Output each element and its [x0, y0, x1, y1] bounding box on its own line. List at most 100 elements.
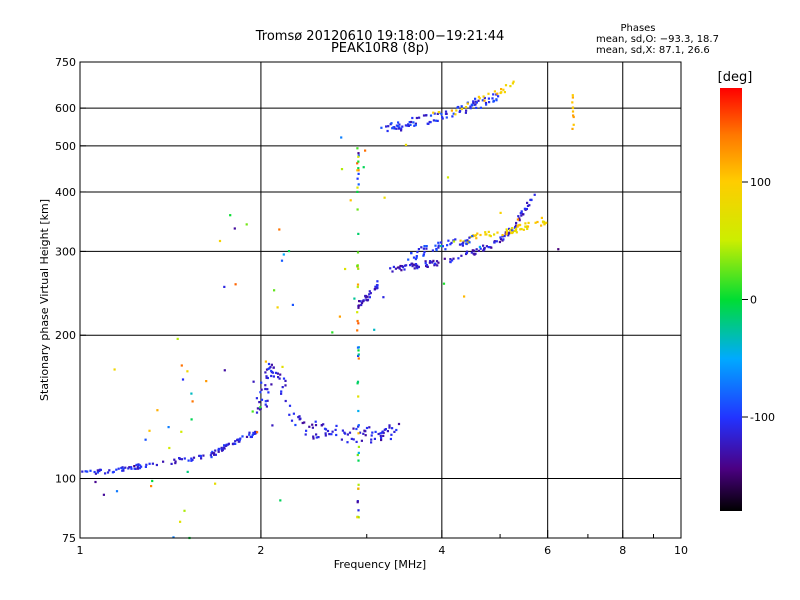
- echo-point: [455, 109, 458, 112]
- echo-point: [217, 447, 220, 450]
- echo-point: [475, 106, 478, 109]
- echo-point: [340, 168, 344, 171]
- echo-point: [503, 91, 506, 94]
- echo-point: [288, 413, 291, 416]
- echo-point: [292, 412, 295, 415]
- echo-point: [360, 303, 363, 307]
- echo-point: [436, 119, 439, 122]
- echo-point: [571, 127, 574, 130]
- echo-point: [485, 245, 488, 248]
- echo-point: [490, 246, 493, 249]
- echo-point: [317, 436, 320, 439]
- echo-point: [356, 285, 359, 289]
- echo-point: [444, 248, 447, 251]
- echo-point: [396, 266, 400, 269]
- echo-point: [475, 248, 478, 251]
- echo-point: [198, 454, 201, 457]
- echo-point: [397, 127, 401, 130]
- echo-point: [156, 409, 159, 412]
- echo-point: [430, 261, 433, 264]
- echo-point: [359, 431, 362, 434]
- echo-point: [491, 97, 494, 100]
- echo-point: [331, 430, 334, 433]
- echo-point: [454, 113, 457, 116]
- echo-point: [340, 136, 343, 139]
- echo-point: [284, 384, 287, 387]
- echo-point: [571, 94, 574, 97]
- echo-point: [328, 433, 331, 436]
- echo-point: [433, 262, 436, 265]
- echo-point: [148, 429, 151, 432]
- echo-point: [265, 368, 269, 371]
- echo-point: [465, 251, 468, 254]
- echo-point: [516, 225, 519, 228]
- echo-point: [365, 426, 369, 430]
- echo-point: [423, 251, 426, 254]
- echo-point: [383, 196, 386, 199]
- echo-point: [406, 124, 409, 127]
- y-tick-label: 400: [55, 186, 76, 199]
- echo-point: [452, 257, 455, 260]
- echo-point: [360, 439, 363, 442]
- echo-point: [288, 404, 292, 407]
- echo-point: [357, 353, 360, 356]
- echo-point: [128, 466, 131, 469]
- echo-point: [381, 430, 384, 433]
- echo-point: [434, 244, 437, 247]
- echo-point: [482, 95, 485, 98]
- echo-point: [255, 397, 258, 400]
- echo-point: [256, 407, 259, 410]
- echo-point: [398, 126, 401, 129]
- echo-point: [308, 425, 311, 428]
- echo-point: [392, 126, 395, 129]
- echo-point: [181, 378, 185, 381]
- echo-point: [492, 100, 495, 103]
- echo-point: [388, 426, 391, 429]
- echo-point: [138, 464, 142, 467]
- echo-point: [454, 238, 457, 241]
- echo-point: [301, 421, 304, 425]
- echo-point: [441, 245, 444, 248]
- echo-point: [557, 248, 560, 251]
- echo-point: [334, 428, 337, 431]
- echo-point: [349, 199, 352, 202]
- echo-point: [267, 391, 270, 394]
- x-tick-label: 1: [77, 544, 84, 557]
- echo-point: [437, 246, 440, 249]
- echo-point: [424, 114, 428, 117]
- echo-point: [352, 438, 355, 441]
- echo-point: [404, 143, 408, 146]
- echo-point: [356, 190, 359, 193]
- echo-point: [192, 456, 196, 459]
- x-tick-label: 10: [674, 544, 688, 557]
- echo-point: [357, 459, 360, 462]
- echo-point: [312, 435, 315, 438]
- echo-point: [461, 242, 464, 245]
- colorbar-tick-label: 0: [750, 294, 757, 307]
- echo-point: [499, 91, 502, 95]
- echo-point: [279, 373, 282, 376]
- echo-point: [282, 253, 285, 256]
- echo-point: [356, 251, 360, 254]
- echo-point: [433, 112, 436, 115]
- x-tick-label: 2: [257, 544, 264, 557]
- echo-point: [113, 368, 116, 371]
- echo-point: [218, 239, 222, 243]
- echo-point: [542, 220, 546, 223]
- echo-point: [410, 120, 413, 124]
- echo-point: [457, 257, 460, 260]
- echo-point: [187, 459, 190, 462]
- echo-point: [395, 127, 398, 130]
- echo-point: [144, 465, 147, 468]
- echo-point: [506, 230, 509, 233]
- echo-point: [212, 452, 215, 455]
- echo-point: [211, 450, 214, 453]
- echo-point: [401, 265, 404, 268]
- echo-point: [363, 429, 366, 432]
- echo-point: [479, 106, 482, 109]
- echo-point: [515, 221, 518, 225]
- echo-point: [96, 469, 99, 472]
- echo-point: [251, 433, 254, 437]
- echo-point: [364, 434, 367, 437]
